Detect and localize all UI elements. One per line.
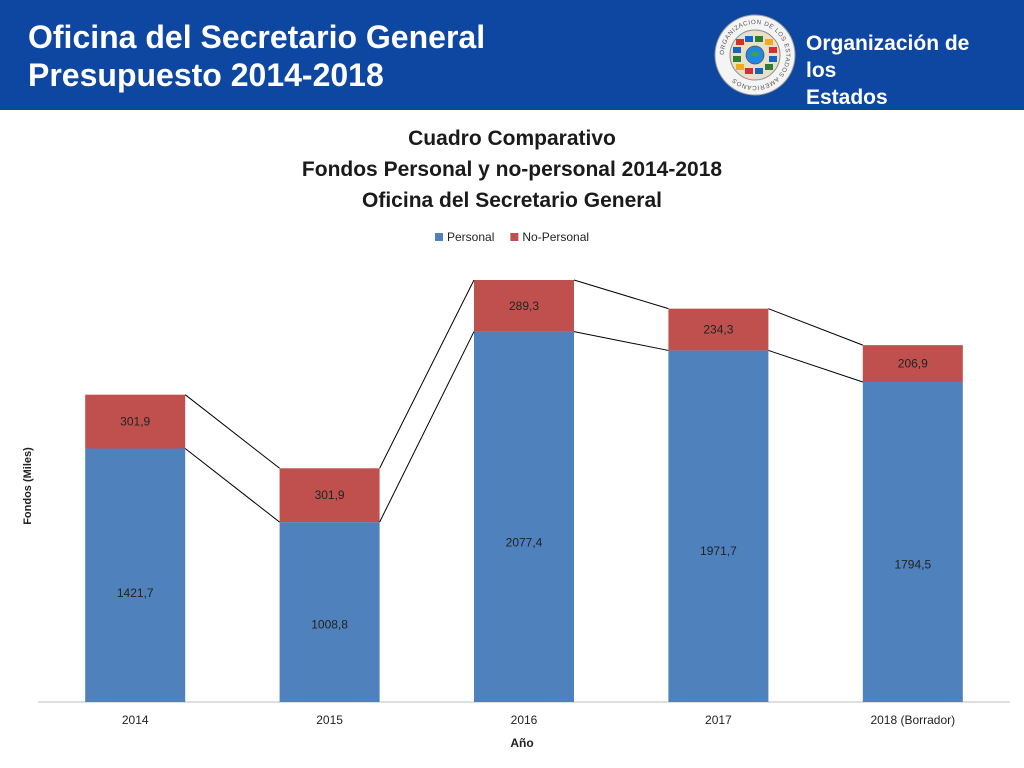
- y-axis-label: Fondos (Miles): [22, 447, 34, 525]
- series-line: [379, 331, 475, 523]
- header-banner: Oficina del Secretario General Presupues…: [0, 0, 1024, 136]
- chart-title-line-2: Fondos Personal y no-personal 2014-2018: [301, 158, 723, 181]
- bar-no-personal-2017: [668, 308, 769, 351]
- x-axis-label: Año: [510, 736, 533, 750]
- bar-no-personal-2014: [85, 394, 186, 449]
- data-label: 206,9: [898, 357, 928, 371]
- data-label: 234,3: [703, 323, 733, 337]
- page-title: Oficina del Secretario General Presupues…: [28, 18, 485, 94]
- x-tick-label: 2017: [705, 713, 732, 727]
- org-name-line-1: Organización de los: [806, 32, 970, 82]
- data-label: 301,9: [120, 415, 150, 429]
- bar-no-personal-2018-borrador-: [862, 345, 963, 383]
- x-tick-label: 2018 (Borrador): [870, 713, 955, 727]
- legend-entry: Personal: [447, 230, 494, 244]
- bar-personal-2014: [85, 448, 186, 702]
- series-line: [573, 279, 669, 310]
- series-line: [768, 308, 863, 346]
- series-line: [573, 331, 669, 351]
- data-label: 289,3: [509, 299, 539, 313]
- bar-no-personal-2015: [279, 468, 380, 523]
- bar-no-personal-2016: [474, 280, 574, 332]
- legend-swatch: [435, 233, 443, 241]
- legend-swatch: [510, 233, 519, 241]
- series-line: [184, 448, 280, 523]
- page-title-line-2: Presupuesto 2014-2018: [28, 57, 384, 93]
- data-label: 1008,8: [311, 618, 348, 632]
- chart-title-line-3: Oficina del Secretario General: [362, 189, 662, 212]
- bar-personal-2017: [668, 350, 769, 702]
- plot-area: 1421,7 301,9 2014 1008,8 301,9 2015 2077,4 289,…: [38, 279, 1010, 727]
- legend-entry: No-Personal: [522, 230, 589, 244]
- bar-personal-2016: [474, 331, 574, 702]
- chart-title-line-1: Cuadro Comparativo: [408, 127, 616, 150]
- chart-title: Cuadro Comparativo Fondos Personal y no-…: [0, 123, 1024, 216]
- series-line: [379, 279, 475, 469]
- x-tick-label: 2016: [511, 713, 538, 727]
- org-name: Organización de los Estados Americanos: [806, 30, 1004, 138]
- series-line: [184, 394, 280, 469]
- org-name-line-2: Estados Americanos: [806, 86, 927, 136]
- data-label: 1971,7: [700, 544, 737, 558]
- oas-seal-icon: ORGANIZACION DE LOS ESTADOS AMERICANOS: [714, 14, 796, 96]
- chart-legend: Personal No-Personal: [435, 230, 589, 244]
- data-label: 1794,5: [894, 557, 931, 571]
- x-tick-label: 2014: [122, 713, 149, 727]
- oas-logo: ORGANIZACION DE LOS ESTADOS AMERICANOS O…: [714, 14, 1004, 136]
- data-label: 301,9: [315, 488, 345, 502]
- data-label: 1421,7: [117, 586, 154, 600]
- page-title-line-1: Oficina del Secretario General: [28, 19, 486, 55]
- bar-personal-2015: [279, 522, 380, 702]
- series-line: [768, 349, 863, 383]
- bar-personal-2018-borrador-: [862, 382, 963, 702]
- x-tick-label: 2015: [316, 713, 343, 727]
- data-label: 2077,4: [506, 536, 543, 550]
